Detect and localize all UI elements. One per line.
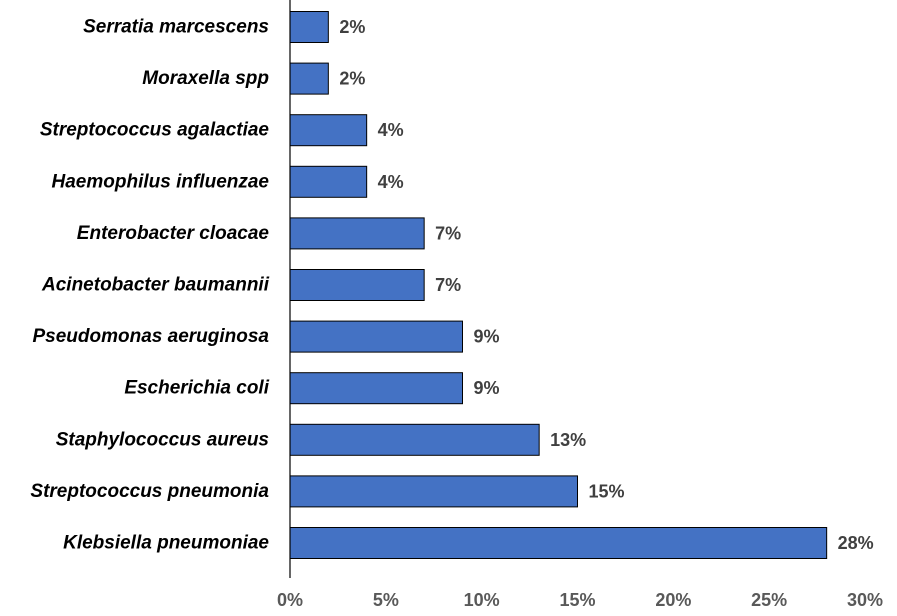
category-label: Haemophilus influenzae — [52, 171, 270, 192]
category-label: Staphylococcus aureus — [56, 429, 269, 450]
data-label: 2% — [339, 69, 365, 89]
data-label: 15% — [589, 481, 625, 501]
category-label: Klebsiella pneumoniae — [63, 533, 269, 554]
bar — [289, 62, 329, 95]
bar — [289, 114, 368, 147]
data-label: 28% — [838, 533, 874, 553]
bar — [289, 217, 425, 250]
category-label: Acinetobacter baumannii — [41, 275, 270, 296]
data-label: 7% — [435, 275, 461, 295]
x-tick-label: 30% — [847, 590, 883, 610]
category-label: Streptococcus pneumonia — [30, 481, 269, 502]
x-tick-label: 5% — [373, 590, 399, 610]
data-label: 13% — [550, 430, 586, 450]
bar — [289, 320, 463, 353]
x-axis-ticks-layer: 0% 5% 10% 15% 20% 25% 30% — [277, 590, 883, 610]
bar — [289, 11, 329, 43]
x-tick-label: 10% — [464, 590, 500, 610]
bar — [289, 372, 463, 405]
bar — [289, 475, 578, 508]
data-label: 7% — [435, 223, 461, 243]
bar — [289, 269, 425, 301]
category-label: Escherichia coli — [124, 378, 269, 399]
category-label: Moraxella spp — [142, 68, 269, 89]
data-label: 9% — [474, 378, 500, 398]
x-tick-label: 0% — [277, 590, 303, 610]
category-label: Serratia marcescens — [83, 17, 269, 38]
x-tick-label: 20% — [655, 590, 691, 610]
data-label: 4% — [378, 172, 404, 192]
category-labels-layer: Serratia marcescens Moraxella spp Streptoc… — [30, 17, 269, 554]
data-label: 9% — [474, 327, 500, 347]
category-label: Enterobacter cloacae — [77, 223, 270, 244]
bar — [289, 165, 368, 198]
bars-layer — [289, 11, 828, 559]
data-labels-layer: 2% 2% 4% 4% 7% 7% 9% 9% 13% 15% 28% — [339, 17, 873, 553]
category-label: Streptococcus agalactiae — [40, 120, 270, 141]
bar — [289, 527, 828, 559]
x-tick-label: 25% — [751, 590, 787, 610]
bar — [289, 423, 540, 456]
data-label: 2% — [339, 17, 365, 37]
category-label: Pseudomonas aeruginosa — [32, 326, 269, 347]
data-label: 4% — [378, 120, 404, 140]
x-tick-label: 15% — [559, 590, 595, 610]
